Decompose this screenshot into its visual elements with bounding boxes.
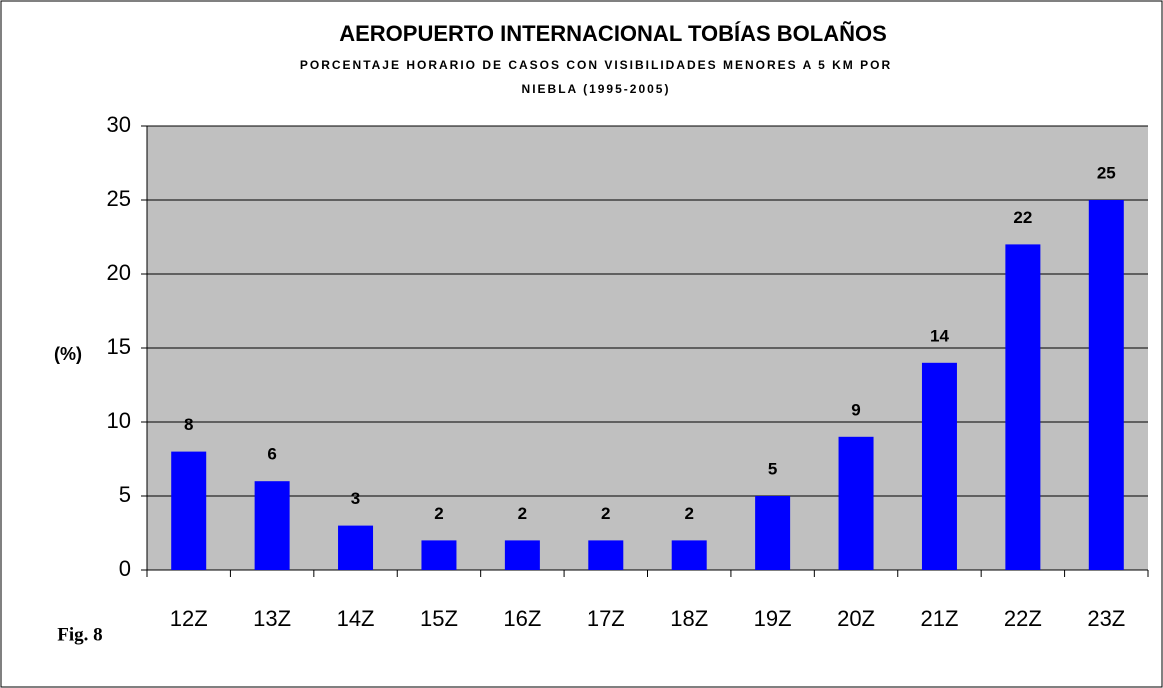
bar bbox=[1088, 200, 1124, 570]
chart-subtitle: NIEBLA (1995-2005) bbox=[522, 82, 671, 96]
bar bbox=[504, 540, 540, 570]
x-tick-label: 20Z bbox=[837, 606, 875, 631]
x-tick-label: 22Z bbox=[1004, 606, 1042, 631]
bar bbox=[588, 540, 624, 570]
x-tick-label: 12Z bbox=[170, 606, 208, 631]
y-tick-label: 30 bbox=[107, 112, 131, 137]
bar bbox=[171, 451, 207, 570]
data-label: 3 bbox=[351, 489, 360, 508]
x-tick-label: 13Z bbox=[253, 606, 291, 631]
data-label: 6 bbox=[267, 445, 276, 464]
x-tick-label: 23Z bbox=[1087, 606, 1125, 631]
bar bbox=[338, 525, 374, 570]
bar bbox=[671, 540, 707, 570]
y-tick-label: 5 bbox=[119, 482, 131, 507]
y-tick-label: 10 bbox=[107, 408, 131, 433]
data-label: 2 bbox=[434, 504, 443, 523]
bar bbox=[421, 540, 457, 570]
data-label: 5 bbox=[768, 459, 777, 478]
bar bbox=[1005, 244, 1041, 570]
y-tick-label: 0 bbox=[119, 556, 131, 581]
x-tick-label: 15Z bbox=[420, 606, 458, 631]
x-tick-label: 17Z bbox=[587, 606, 625, 631]
data-label: 2 bbox=[684, 504, 693, 523]
x-tick-label: 19Z bbox=[754, 606, 792, 631]
x-tick-label: 14Z bbox=[337, 606, 375, 631]
y-tick-label: 25 bbox=[107, 186, 131, 211]
bar bbox=[254, 481, 290, 570]
bar bbox=[838, 436, 874, 570]
x-tick-label: 18Z bbox=[670, 606, 708, 631]
data-label: 2 bbox=[601, 504, 610, 523]
chart-title: AEROPUERTO INTERNACIONAL TOBÍAS BOLAÑOS bbox=[339, 21, 887, 46]
chart-subtitle: PORCENTAJE HORARIO DE CASOS CON VISIBILI… bbox=[300, 58, 892, 72]
x-tick-label: 21Z bbox=[920, 606, 958, 631]
data-label: 14 bbox=[930, 326, 949, 345]
data-label: 2 bbox=[518, 504, 527, 523]
x-tick-label: 16Z bbox=[503, 606, 541, 631]
data-label: 8 bbox=[184, 415, 193, 434]
bar bbox=[921, 362, 957, 570]
figure-label: Fig. 8 bbox=[57, 624, 102, 645]
y-tick-label: 15 bbox=[107, 334, 131, 359]
data-label: 22 bbox=[1013, 208, 1032, 227]
data-label: 25 bbox=[1097, 163, 1116, 182]
y-tick-label: 20 bbox=[107, 260, 131, 285]
y-axis-label: (%) bbox=[54, 344, 82, 364]
bar bbox=[755, 496, 791, 570]
data-label: 9 bbox=[851, 400, 860, 419]
